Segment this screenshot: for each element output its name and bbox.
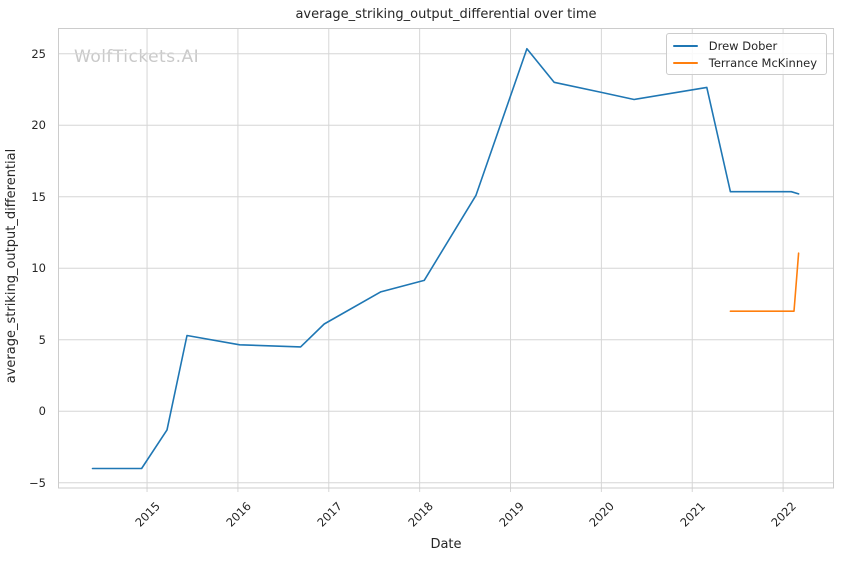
- y-tick-label: 0: [38, 404, 46, 419]
- plot-area: [58, 28, 834, 492]
- plot-border: [58, 28, 834, 489]
- legend-line-icon: [672, 44, 698, 47]
- legend-line-icon: [672, 61, 698, 64]
- series-line-terrance-mckinney: [729, 252, 800, 313]
- chart-title: average_striking_output_differential ove…: [295, 7, 597, 22]
- legend-label: Terrance McKinney: [708, 55, 817, 70]
- y-tick-label: 20: [31, 118, 46, 133]
- legend-item-terrance-mckinney: Terrance McKinney: [672, 54, 817, 71]
- legend-label: Drew Dober: [708, 38, 778, 53]
- y-tick-label: −5: [29, 475, 46, 490]
- y-tick-label: 15: [31, 189, 46, 204]
- y-tick-label: 25: [31, 46, 46, 61]
- x-axis-label: Date: [430, 537, 462, 552]
- y-tick-label: 5: [38, 332, 46, 347]
- series-line-drew-dober: [91, 47, 800, 470]
- legend-item-drew-dober: Drew Dober: [672, 37, 817, 54]
- watermark: WolfTickets.AI: [74, 47, 200, 67]
- legend: Drew Dober Terrance McKinney: [665, 33, 827, 75]
- y-tick-label: 10: [31, 261, 46, 276]
